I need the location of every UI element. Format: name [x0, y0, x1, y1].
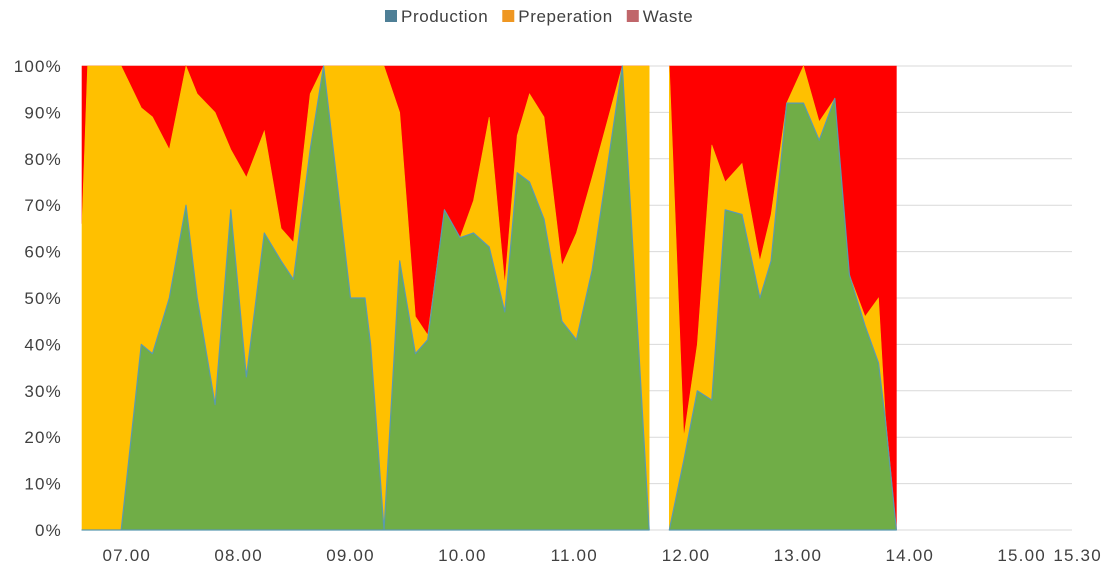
y-tick-label: 60% [24, 243, 62, 262]
y-tick-label: 20% [24, 428, 62, 447]
y-tick-label: 80% [24, 150, 62, 169]
x-tick-label: 12.00 [662, 546, 711, 565]
x-tick-label: 07.00 [102, 546, 151, 565]
y-tick-label: 70% [24, 196, 62, 215]
y-tick-label: 40% [24, 335, 62, 354]
legend-swatch-0 [385, 10, 397, 22]
y-tick-label: 0% [35, 521, 62, 540]
x-tick-label: 10.00 [438, 546, 487, 565]
plot-areas [81, 64, 898, 531]
x-tick-label: 15.00 [997, 546, 1046, 565]
x-axis-tick-labels: 07.00 08.00 09.00 10.00 11.00 12.00 13.00 14.00… [102, 546, 1102, 565]
y-tick-label: 100% [14, 57, 62, 76]
legend-label-1: Preperation [518, 7, 613, 26]
x-tick-label: 08.00 [214, 546, 263, 565]
x-tick-label: 14.00 [886, 546, 935, 565]
y-tick-label: 90% [24, 103, 62, 122]
production-area-1 [668, 97, 898, 531]
legend-label-0: Production [401, 7, 488, 26]
x-tick-label: 15.30 [1053, 546, 1102, 565]
y-tick-label: 30% [24, 382, 62, 401]
legend-label-2: Waste [643, 7, 694, 26]
production-area-0 [81, 65, 650, 531]
y-tick-label: 10% [24, 475, 62, 494]
legend-swatch-2 [626, 10, 639, 22]
x-tick-label: 13.00 [774, 546, 823, 565]
y-tick-label: 50% [24, 289, 62, 308]
legend-swatch-1 [502, 10, 515, 22]
y-axis-tick-labels: 0% 10% 20% 30% 40% 50% 60% 70% 80% 90% 100% [14, 57, 62, 540]
legend: Production Preperation Waste [385, 7, 693, 26]
x-tick-label: 09.00 [326, 546, 375, 565]
x-tick-label: 11.00 [551, 546, 598, 565]
